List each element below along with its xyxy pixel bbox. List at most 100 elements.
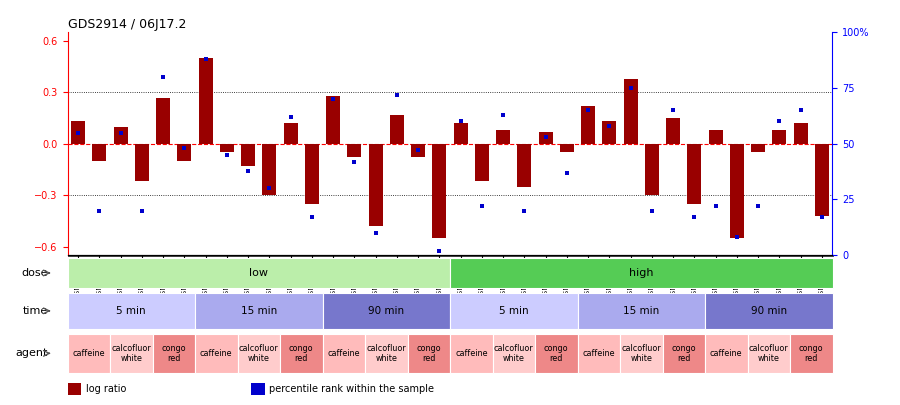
Bar — [220, 144, 234, 152]
Point — [496, 111, 510, 118]
Point — [390, 92, 404, 98]
Point — [644, 207, 659, 214]
Point — [220, 151, 234, 158]
Text: 5 min: 5 min — [499, 306, 528, 316]
Text: 5 min: 5 min — [116, 306, 146, 316]
Point — [135, 207, 149, 214]
Bar — [280, 334, 322, 373]
Bar — [454, 123, 467, 144]
Bar — [578, 293, 705, 328]
Bar — [326, 96, 340, 144]
Bar — [450, 334, 492, 373]
Point — [198, 56, 212, 62]
Text: caffeine: caffeine — [455, 349, 488, 358]
Point — [347, 158, 362, 165]
Bar — [475, 144, 489, 181]
Bar — [305, 144, 319, 204]
Bar — [68, 293, 195, 328]
Text: congo
red: congo red — [289, 344, 313, 363]
Text: calcofluor
white: calcofluor white — [621, 344, 662, 363]
Bar — [535, 334, 578, 373]
Text: low: low — [249, 268, 268, 278]
Bar — [152, 334, 195, 373]
Point — [368, 230, 382, 236]
Bar — [560, 144, 574, 152]
Bar — [157, 98, 170, 144]
Point — [113, 130, 128, 136]
Bar — [730, 144, 743, 238]
Bar — [177, 144, 192, 161]
Bar — [666, 118, 680, 144]
Point — [262, 185, 276, 192]
Bar — [662, 334, 705, 373]
Bar — [71, 122, 85, 144]
Point — [518, 207, 532, 214]
Bar — [790, 334, 833, 373]
Text: agent: agent — [15, 348, 48, 358]
Bar — [369, 144, 382, 226]
Bar — [708, 130, 723, 144]
Bar — [93, 144, 106, 161]
Text: calcofluor
white: calcofluor white — [112, 344, 151, 363]
Point — [177, 145, 192, 151]
Bar — [251, 383, 265, 395]
Bar — [578, 334, 620, 373]
Bar — [195, 334, 238, 373]
Text: congo
red: congo red — [161, 344, 186, 363]
Bar — [347, 144, 361, 158]
Bar — [496, 130, 510, 144]
Bar — [68, 258, 450, 288]
Point — [751, 203, 765, 209]
Point — [305, 214, 320, 220]
Point — [284, 114, 298, 120]
Point — [156, 74, 170, 80]
Bar — [794, 123, 807, 144]
Bar — [705, 334, 748, 373]
Bar — [518, 144, 531, 187]
Bar — [241, 144, 255, 166]
Bar — [620, 334, 662, 373]
Point — [666, 107, 680, 114]
Bar — [645, 144, 659, 195]
Bar — [433, 144, 446, 238]
Bar — [602, 122, 616, 144]
Bar — [688, 144, 701, 204]
Point — [411, 147, 426, 153]
Text: congo
red: congo red — [544, 344, 569, 363]
Text: high: high — [629, 268, 653, 278]
Text: caffeine: caffeine — [328, 349, 360, 358]
Text: GDS2914 / 06J17.2: GDS2914 / 06J17.2 — [68, 18, 186, 31]
Point — [708, 203, 723, 209]
Text: caffeine: caffeine — [73, 349, 105, 358]
Bar — [365, 334, 408, 373]
Point — [794, 107, 808, 114]
Bar — [411, 144, 425, 158]
Point — [538, 134, 553, 140]
Bar — [748, 334, 790, 373]
Bar — [284, 123, 298, 144]
Bar — [195, 293, 322, 328]
Text: log ratio: log ratio — [86, 384, 126, 394]
Point — [814, 214, 829, 220]
Bar — [68, 334, 110, 373]
Text: congo
red: congo red — [671, 344, 696, 363]
Point — [326, 96, 340, 102]
Point — [602, 123, 616, 129]
Bar — [408, 334, 450, 373]
Point — [772, 118, 787, 125]
Text: congo
red: congo red — [417, 344, 441, 363]
Point — [432, 247, 446, 254]
Text: dose: dose — [21, 268, 48, 278]
Point — [580, 107, 595, 114]
Text: calcofluor
white: calcofluor white — [494, 344, 534, 363]
Text: 90 min: 90 min — [368, 306, 404, 316]
Bar — [581, 106, 595, 144]
Bar — [624, 79, 637, 144]
Point — [71, 130, 86, 136]
Point — [454, 118, 468, 125]
Text: 15 min: 15 min — [623, 306, 660, 316]
Bar — [199, 58, 212, 144]
Text: calcofluor
white: calcofluor white — [366, 344, 406, 363]
Bar — [815, 144, 829, 216]
Text: 90 min: 90 min — [751, 306, 787, 316]
